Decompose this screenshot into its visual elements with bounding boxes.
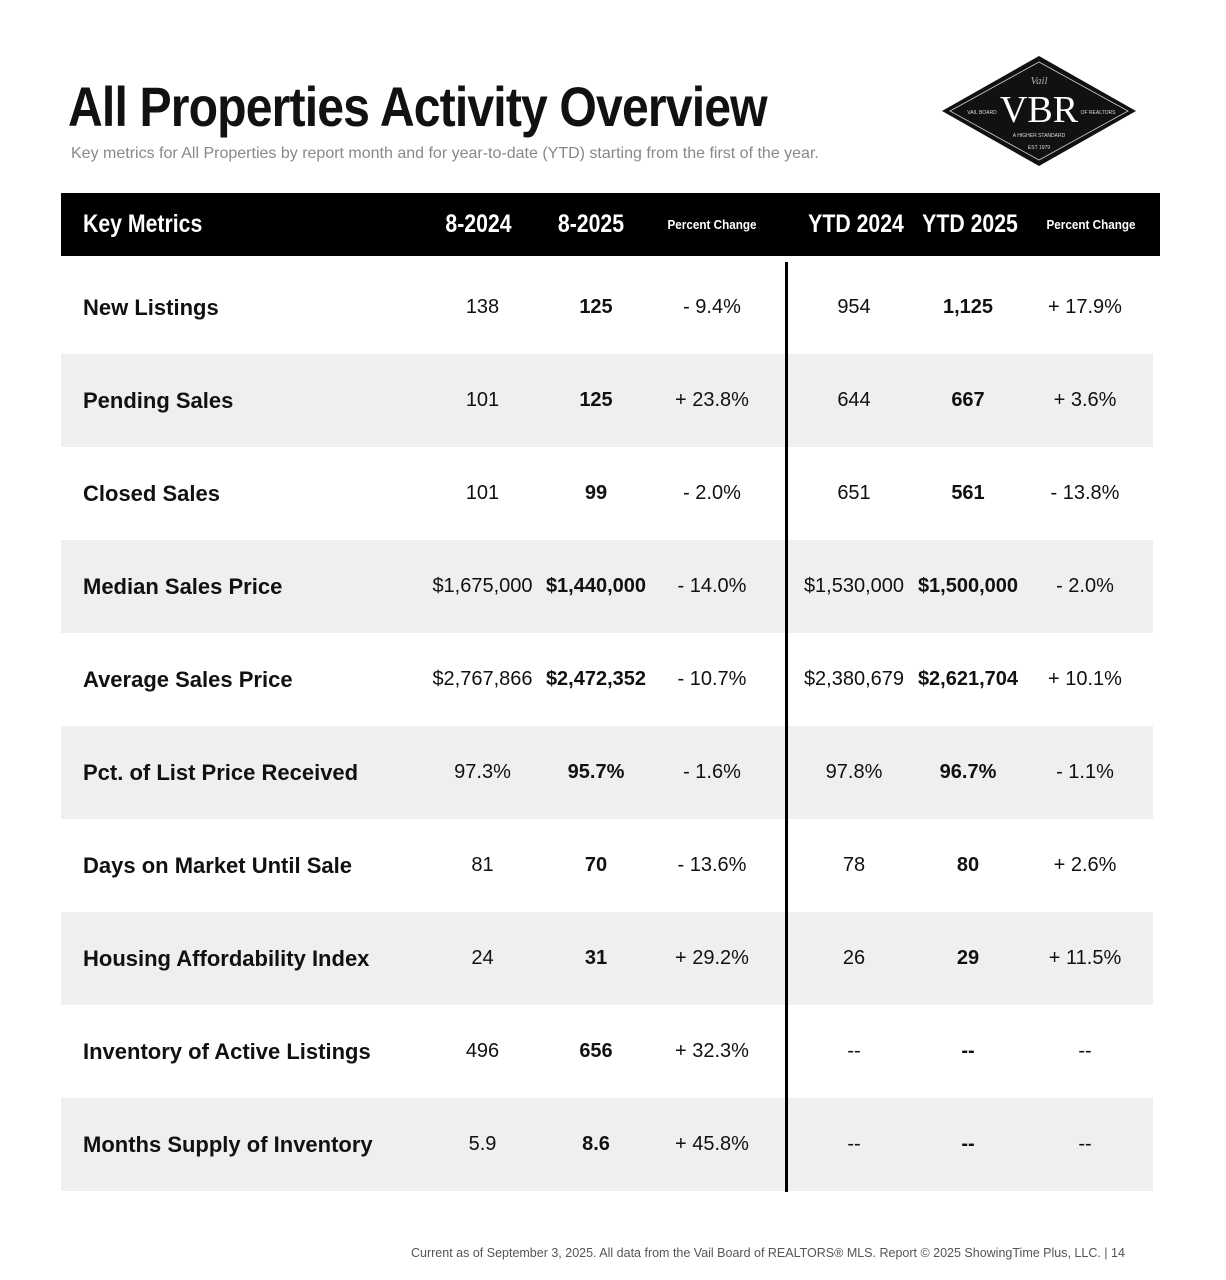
month-prev-value: 5.9: [468, 1133, 497, 1155]
ytd-percent-change: - 1.1%: [1056, 761, 1114, 783]
svg-text:EST 1979: EST 1979: [1028, 145, 1050, 151]
month-prev-value: 101: [465, 389, 500, 411]
ytd-percent-change: + 3.6%: [1053, 389, 1117, 411]
metric-label: Housing Affordability Index: [83, 946, 370, 971]
metric-label: New Listings: [83, 295, 219, 320]
header-percent-change-month: Percent Change: [667, 217, 757, 232]
ytd-prev-value: $2,380,679: [803, 668, 905, 690]
ytd-prev-value: 954: [837, 296, 871, 318]
ytd-prev-value: 97.8%: [825, 761, 883, 783]
month-curr-value: 70: [584, 854, 608, 876]
ytd-curr-value: --: [961, 1040, 975, 1062]
ytd-curr-value: 1,125: [942, 296, 994, 318]
header-month-prev: 8-2024: [445, 210, 512, 238]
ytd-prev-value: 78: [842, 854, 866, 876]
table-row: Pct. of List Price Received 97.3% 95.7% - 1…: [61, 726, 1153, 819]
month-percent-change: - 10.7%: [677, 668, 747, 690]
ytd-percent-change: - 13.8%: [1050, 482, 1120, 504]
table-row: Inventory of Active Listings 496 656 + 32.3…: [61, 1005, 1153, 1098]
table-row: Average Sales Price $2,767,866 $2,472,352 -…: [61, 633, 1153, 726]
table-row: Closed Sales 101 99 - 2.0% 651 561 - 13.8%: [61, 447, 1153, 540]
table-row: Months Supply of Inventory 5.9 8.6 + 45.8% -…: [61, 1098, 1153, 1191]
metric-label: Average Sales Price: [83, 667, 293, 692]
ytd-curr-value: $1,500,000: [917, 575, 1019, 597]
ytd-prev-value: 644: [837, 389, 871, 411]
table-header: Key Metrics 8-2024 8-2025 Percent Change…: [61, 193, 1160, 256]
ytd-percent-change: + 11.5%: [1048, 947, 1122, 969]
svg-text:VAIL BOARD: VAIL BOARD: [967, 110, 997, 116]
metric-label: Pending Sales: [83, 388, 234, 413]
month-prev-value: 496: [465, 1040, 500, 1062]
ytd-percent-change: --: [1078, 1133, 1092, 1155]
ytd-percent-change: + 2.6%: [1053, 854, 1117, 876]
header-ytd-curr: YTD 2025: [922, 210, 1018, 238]
month-prev-value: 101: [465, 482, 500, 504]
ytd-curr-value: 80: [956, 854, 980, 876]
ytd-prev-value: --: [847, 1133, 861, 1155]
ytd-prev-value: --: [847, 1040, 861, 1062]
ytd-curr-value: --: [961, 1133, 975, 1155]
table-row: Housing Affordability Index 24 31 + 29.2% 26…: [61, 912, 1153, 1005]
month-prev-value: 97.3%: [454, 761, 511, 783]
svg-text:VBR: VBR: [1000, 89, 1079, 131]
month-percent-change: + 29.2%: [675, 947, 749, 969]
month-curr-value: $2,472,352: [545, 668, 647, 690]
metric-label: Closed Sales: [83, 481, 220, 506]
header-percent-change-ytd: Percent Change: [1046, 217, 1136, 232]
header-key-metrics: Key Metrics: [83, 210, 203, 238]
metric-label: Inventory of Active Listings: [83, 1039, 371, 1064]
month-curr-value: 656: [579, 1040, 613, 1062]
month-percent-change: - 2.0%: [683, 482, 741, 504]
ytd-curr-value: 96.7%: [939, 761, 997, 783]
month-curr-value: 8.6: [582, 1133, 610, 1155]
month-percent-change: + 32.3%: [675, 1040, 749, 1062]
month-percent-change: - 9.4%: [683, 296, 741, 318]
svg-text:A HIGHER STANDARD: A HIGHER STANDARD: [1013, 133, 1066, 139]
month-percent-change: + 23.8%: [675, 389, 749, 411]
month-percent-change: + 45.8%: [675, 1133, 749, 1155]
month-curr-value: 31: [584, 947, 608, 969]
month-curr-value: $1,440,000: [545, 575, 647, 597]
page-title: All Properties Activity Overview: [68, 75, 768, 138]
header-ytd-prev: YTD 2024: [808, 210, 904, 238]
table-row: Pending Sales 101 125 + 23.8% 644 667 + 3.6%: [61, 354, 1153, 447]
ytd-prev-value: $1,530,000: [803, 575, 905, 597]
table-row: New Listings 138 125 - 9.4% 954 1,125 + 17.9%: [61, 261, 1153, 354]
month-prev-value: $1,675,000: [432, 575, 533, 597]
footer-note: Current as of September 3, 2025. All dat…: [411, 1246, 1125, 1260]
month-percent-change: - 13.6%: [677, 854, 747, 876]
month-curr-value: 95.7%: [567, 761, 625, 783]
ytd-prev-value: 26: [842, 947, 866, 969]
month-prev-value: 24: [471, 947, 494, 969]
ytd-curr-value: 561: [951, 482, 985, 504]
month-prev-value: 138: [465, 296, 500, 318]
ytd-percent-change: --: [1078, 1040, 1092, 1062]
header-month-curr: 8-2025: [557, 210, 625, 238]
table-row: Median Sales Price $1,675,000 $1,440,000 - …: [61, 540, 1153, 633]
metric-label: Months Supply of Inventory: [83, 1132, 373, 1157]
column-divider: [785, 262, 788, 1192]
month-prev-value: 81: [471, 854, 494, 876]
svg-text:OF REALTORS: OF REALTORS: [1081, 110, 1116, 116]
ytd-curr-value: 29: [956, 947, 980, 969]
ytd-curr-value: 667: [951, 389, 985, 411]
month-curr-value: 99: [584, 482, 608, 504]
ytd-percent-change: - 2.0%: [1056, 575, 1114, 597]
month-percent-change: - 1.6%: [683, 761, 741, 783]
month-percent-change: - 14.0%: [677, 575, 747, 597]
page-subtitle: Key metrics for All Properties by report…: [71, 145, 819, 162]
ytd-percent-change: + 17.9%: [1048, 296, 1122, 318]
metric-label: Days on Market Until Sale: [83, 853, 352, 878]
ytd-percent-change: + 10.1%: [1048, 668, 1122, 690]
metric-label: Pct. of List Price Received: [83, 760, 359, 785]
ytd-curr-value: $2,621,704: [917, 668, 1019, 690]
ytd-prev-value: 651: [837, 482, 871, 504]
vbr-logo: Vail VBR VAIL BOARD OF REALTORS A HIGHER…: [942, 56, 1136, 166]
month-prev-value: $2,767,866: [432, 668, 533, 690]
svg-text:Vail: Vail: [1030, 75, 1047, 87]
metric-label: Median Sales Price: [83, 574, 283, 599]
month-curr-value: 125: [579, 296, 613, 318]
table-row: Days on Market Until Sale 81 70 - 13.6% 78 80…: [61, 819, 1153, 912]
month-curr-value: 125: [579, 389, 613, 411]
